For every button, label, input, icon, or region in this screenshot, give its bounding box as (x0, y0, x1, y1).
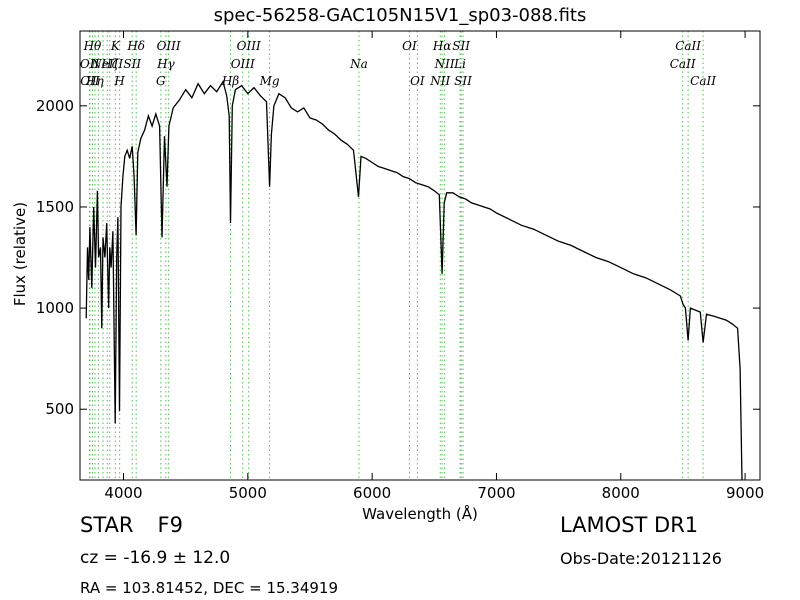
chart-title: spec-56258-GAC105N15V1_sp03-088.fits (213, 5, 587, 26)
line-label: NII (429, 74, 450, 88)
line-label: SII (452, 39, 470, 53)
line-label: NeIII (90, 57, 123, 71)
x-tick-label: 4000 (104, 484, 142, 502)
line-label: Hθ (83, 39, 102, 53)
object-class-row: STAR F9 (80, 513, 183, 537)
y-tick-label: 1000 (36, 299, 74, 317)
line-label: OIII (231, 57, 255, 71)
line-label: CaII (670, 57, 696, 71)
coordinates: RA = 103.81452, DEC = 15.34919 (80, 579, 339, 597)
line-label: K (110, 39, 121, 53)
line-label: Hβ (221, 74, 239, 88)
axis-ticks: 4000 5000 6000 7000 8000 9000 500 1000 1500 2000 (36, 31, 764, 502)
line-label: OI (410, 74, 425, 88)
line-label: Na (349, 57, 368, 71)
y-tick-label: 2000 (36, 97, 74, 115)
line-label: Li (453, 57, 466, 71)
obs-date: Obs-Date:20121126 (560, 549, 722, 568)
plot-frame (79, 30, 761, 481)
x-tick-label: 6000 (353, 484, 391, 502)
line-label: CaII (675, 39, 701, 53)
line-label: NII (434, 57, 455, 71)
line-label: G (156, 74, 166, 88)
x-tick-label: 7000 (477, 484, 515, 502)
line-label: Hα (432, 39, 452, 53)
subclass: F9 (157, 513, 183, 537)
y-tick-label: 500 (45, 400, 74, 418)
x-tick-label: 9000 (726, 484, 764, 502)
line-label: Hγ (156, 57, 175, 71)
line-label: OII (80, 74, 100, 88)
line-label: Hζ (100, 57, 119, 71)
y-tick-label: 1500 (36, 198, 74, 216)
line-label: OIII (157, 39, 181, 53)
y-axis-label: Flux (relative) (11, 201, 29, 307)
x-tick-label: 8000 (602, 484, 640, 502)
line-label: Hη (85, 74, 104, 88)
x-axis-label: Wavelength (Å) (362, 505, 478, 523)
line-label: OI (402, 39, 417, 53)
redshift: cz = -16.9 ± 12.0 (80, 548, 231, 568)
object-class: STAR (80, 513, 134, 537)
line-label: Mg (259, 74, 280, 88)
line-label: SII (123, 57, 141, 71)
survey-name: LAMOST DR1 (560, 513, 699, 537)
line-label: CaII (690, 74, 716, 88)
line-label: H (113, 74, 125, 88)
line-label: OIII (237, 39, 261, 53)
line-label: OII (80, 57, 100, 71)
line-label: SII (454, 74, 472, 88)
line-label: Hδ (126, 39, 145, 53)
x-tick-label: 5000 (229, 484, 267, 502)
line-markers (89, 31, 704, 480)
spectrum-line (85, 79, 743, 481)
